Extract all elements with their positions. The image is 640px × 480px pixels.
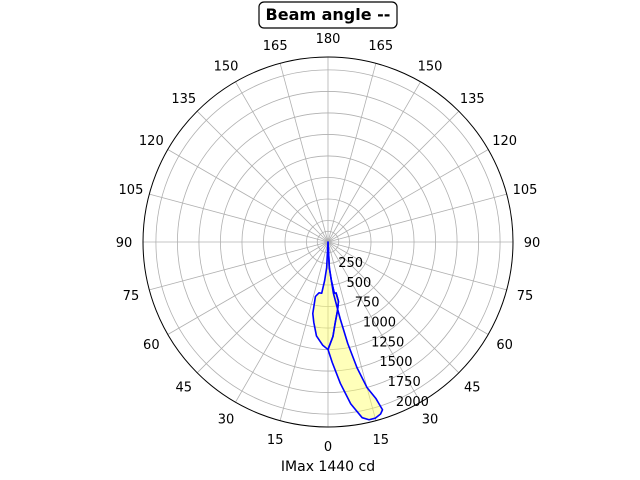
angle-tick-label: 135	[460, 92, 485, 107]
angular-gridline	[327, 63, 377, 243]
angle-tick-label: 105	[513, 183, 538, 198]
angle-tick-label: 30	[422, 413, 439, 428]
angle-tick-label: 165	[368, 39, 393, 54]
angle-tick-label: 90	[116, 236, 133, 251]
angle-tick-label: 135	[171, 92, 196, 107]
radial-gridline	[284, 198, 372, 286]
angular-gridline	[327, 241, 489, 335]
radial-gridline	[198, 112, 458, 372]
radial-tick-label: 250	[338, 256, 363, 271]
radial-tick-label: 1250	[371, 335, 404, 350]
angle-tick-label: 45	[175, 380, 192, 395]
angular-gridline	[279, 241, 329, 421]
angular-gridline	[327, 81, 421, 243]
radial-gridline	[241, 155, 415, 329]
angle-tick-label: 45	[464, 380, 481, 395]
label-layer: 0 15 30 45 60 75 90 105 120 135 150 165 180 165 150 135…	[116, 32, 541, 455]
angular-gridline	[196, 110, 329, 243]
polar-frame	[142, 56, 514, 428]
angular-gridline	[149, 241, 329, 291]
angle-tick-label: 60	[143, 338, 160, 353]
angle-tick-label: 120	[139, 134, 164, 149]
angular-gridline	[149, 193, 329, 243]
angle-tick-label: 75	[517, 289, 534, 304]
angle-tick-label: 15	[267, 433, 284, 448]
angle-tick-label: 30	[218, 413, 235, 428]
angular-gridline	[327, 241, 507, 291]
angular-gridline	[235, 241, 329, 403]
angle-tick-label: 90	[524, 236, 541, 251]
radial-tick-label: 1500	[379, 355, 412, 370]
angle-tick-label: 105	[119, 183, 144, 198]
radial-tick-label: 2000	[396, 395, 429, 410]
angle-tick-label: 75	[123, 289, 140, 304]
radial-tick-label: 500	[346, 276, 371, 291]
angular-gridline	[279, 63, 329, 243]
angle-tick-label: 15	[373, 433, 390, 448]
angular-gridline	[327, 193, 507, 243]
radial-tick-label: 750	[355, 296, 380, 311]
angle-tick-label: 120	[492, 134, 517, 149]
angular-gridline	[327, 241, 460, 374]
angular-gridline	[167, 241, 329, 335]
radial-gridline	[177, 91, 479, 393]
series-2-fill	[328, 242, 383, 420]
angle-tick-label: 60	[496, 338, 513, 353]
angular-gridline	[196, 241, 329, 374]
angular-gridline	[327, 241, 377, 421]
radial-gridline	[306, 220, 350, 264]
angle-tick-label: 150	[214, 59, 239, 74]
x-axis-label: IMax 1440 cd	[281, 459, 375, 475]
data-layer	[311, 241, 384, 421]
angular-gridline	[327, 149, 489, 243]
angular-gridline	[235, 81, 329, 243]
angle-tick-label: 150	[418, 59, 443, 74]
radial-gridline	[263, 177, 393, 307]
angle-tick-label: 0	[324, 440, 332, 455]
angular-gridline	[327, 241, 421, 403]
chart-title-box: Beam angle --	[258, 1, 398, 29]
angle-tick-label: 180	[316, 32, 341, 47]
series-1-fill	[312, 242, 339, 350]
title-frame	[258, 1, 398, 29]
angle-tick-label: 165	[263, 39, 288, 54]
series-2-line	[327, 241, 384, 421]
chart-title: Beam angle --	[266, 5, 391, 24]
angular-gridline	[327, 110, 460, 243]
radial-tick-label: 1000	[363, 316, 396, 331]
angular-gridline	[167, 149, 329, 243]
radial-tick-label: 1750	[388, 375, 421, 390]
radial-gridline	[155, 69, 501, 415]
